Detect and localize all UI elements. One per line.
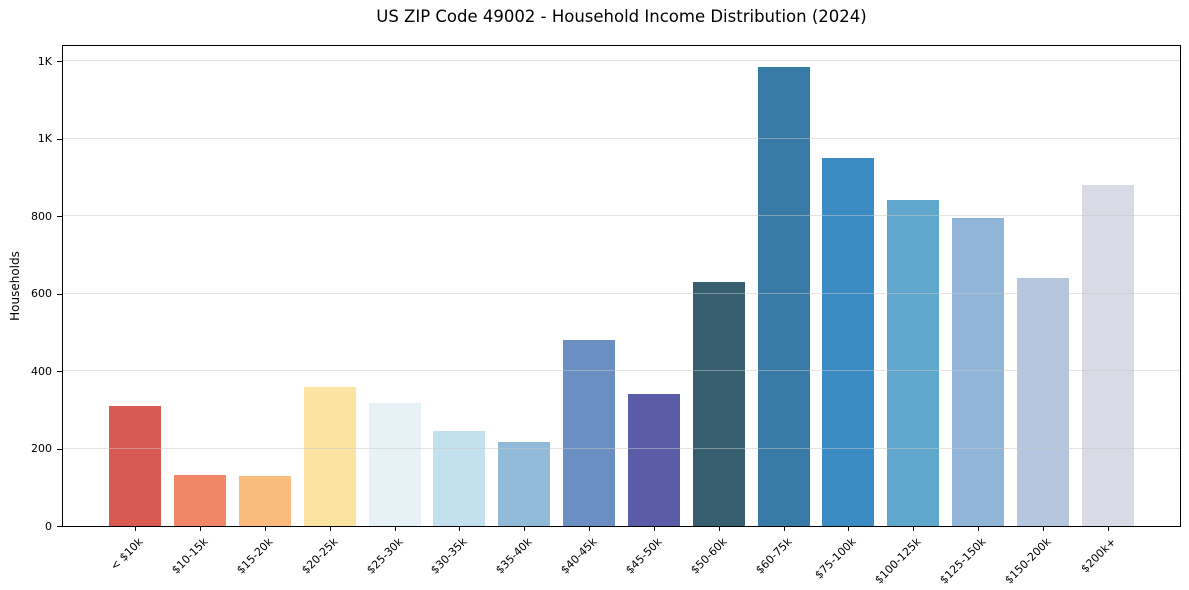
bar-50-60k	[692, 282, 745, 526]
bar-150-200k	[1016, 278, 1069, 526]
x-tick-label: $40-45k	[558, 535, 600, 577]
bar-35-40k	[498, 442, 551, 526]
gridline-y-600	[63, 292, 1180, 294]
bar-20-25k	[303, 387, 356, 526]
gridline-y-400	[63, 370, 1180, 372]
x-tick-label: $100-125k	[872, 535, 924, 587]
y-axis-label: Households	[7, 251, 22, 321]
x-tick-label: $50-60k	[687, 535, 730, 577]
x-tick-mark	[459, 527, 461, 531]
y-tick-label: 800	[31, 209, 52, 223]
plot-area	[62, 45, 1181, 527]
x-tick-label: $25-30k	[363, 535, 406, 577]
x-tick-mark	[1107, 527, 1109, 531]
x-tick-mark	[135, 527, 137, 531]
x-tick-label: $30-35k	[428, 535, 470, 577]
x-tick-label: $200k+	[1078, 535, 1119, 576]
gridline-y-200	[63, 447, 1180, 449]
y-tick-mark	[57, 216, 62, 218]
bar-60-75k	[757, 67, 810, 526]
gridline-y-1200	[63, 60, 1180, 62]
y-tick-label: 400	[31, 364, 52, 378]
x-tick-mark	[783, 527, 785, 531]
y-tick-label: 600	[31, 287, 52, 301]
y-tick-mark	[57, 526, 62, 527]
x-tick-mark	[589, 527, 591, 531]
x-tick-label: $20-25k	[299, 535, 341, 577]
x-tick-label: $35-40k	[493, 535, 535, 577]
x-tick-mark	[394, 527, 396, 531]
bar-200k	[1081, 184, 1134, 526]
bar-125-150k	[951, 218, 1004, 526]
bar-25-30k	[368, 402, 421, 526]
gridline-y-1000	[63, 137, 1180, 139]
x-tick-label: $60-75k	[752, 535, 795, 577]
y-tick-mark	[57, 138, 62, 140]
bar-45-50k	[627, 393, 680, 526]
y-tick-mark	[57, 371, 62, 373]
x-tick-mark	[200, 527, 202, 531]
y-tick-label: 1K	[37, 54, 52, 68]
bar-10k	[109, 406, 162, 526]
x-tick-mark	[913, 527, 915, 531]
gridline-y-800	[63, 215, 1180, 217]
y-tick-mark	[57, 448, 62, 450]
y-tick-label: 1K	[37, 132, 52, 146]
x-tick-mark	[977, 527, 979, 531]
bar-75-100k	[822, 158, 875, 526]
x-tick-label: $75-100k	[812, 535, 859, 582]
x-tick-label: $150-200k	[1002, 535, 1054, 587]
x-tick-mark	[653, 527, 655, 531]
bar-40-45k	[563, 339, 616, 526]
x-tick-mark	[848, 527, 850, 531]
bar-15-20k	[239, 476, 292, 526]
y-tick-label: 0	[45, 519, 52, 533]
x-tick-mark	[329, 527, 331, 531]
x-tick-mark	[265, 527, 267, 531]
x-tick-label: < $10k	[108, 535, 146, 573]
x-tick-mark	[718, 527, 720, 531]
y-tick-label: 200	[31, 442, 52, 456]
bar-30-35k	[433, 431, 486, 526]
x-tick-label: $125-150k	[937, 535, 989, 587]
bar-100-125k	[887, 199, 940, 526]
y-tick-mark	[57, 61, 62, 63]
y-tick-mark	[57, 293, 62, 295]
x-tick-mark	[524, 527, 526, 531]
x-tick-label: $45-50k	[623, 535, 665, 577]
chart-title: US ZIP Code 49002 - Household Income Dis…	[376, 7, 867, 26]
x-tick-label: $10-15k	[169, 535, 211, 577]
x-tick-mark	[1042, 527, 1044, 531]
bar-10-15k	[174, 475, 227, 526]
x-tick-label: $15-20k	[234, 535, 276, 577]
